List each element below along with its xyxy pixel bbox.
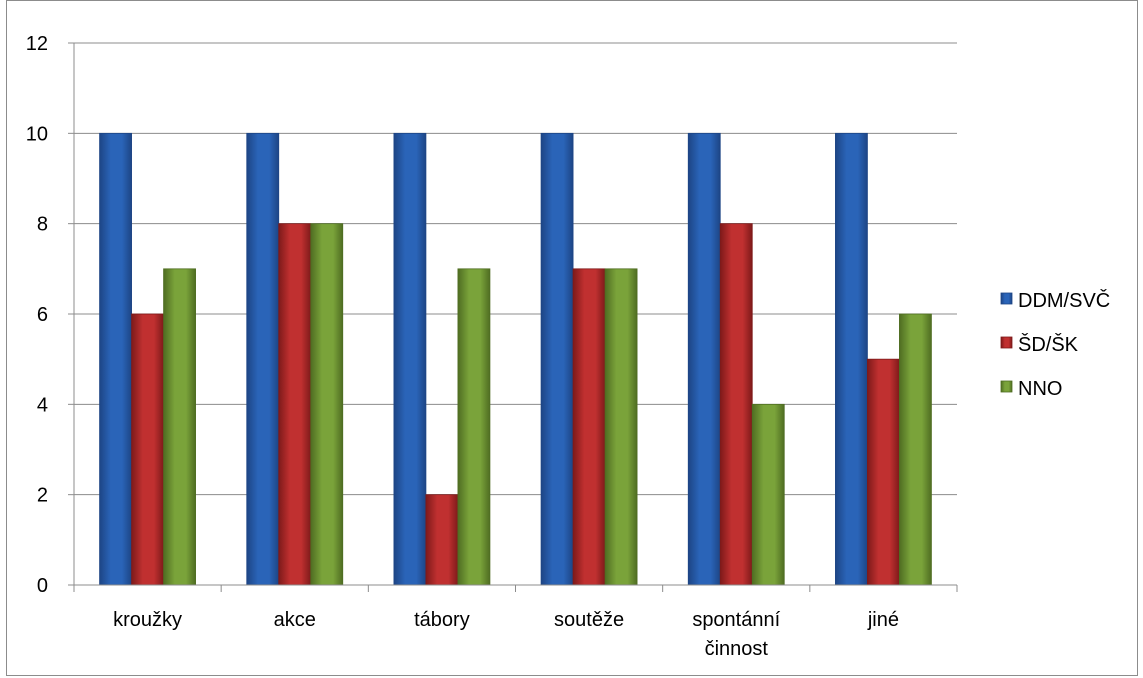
- bar-NNO-5: [899, 313, 932, 586]
- y-tick-label: 12: [26, 33, 48, 55]
- legend-swatch: [1000, 380, 1013, 393]
- category-label: činnost: [705, 638, 769, 660]
- bar-NNO-1: [310, 223, 344, 586]
- category-labels: kroužky akce tábory soutěže spontánní činnost…: [113, 609, 899, 660]
- bar-ŠD/ŠK-2: [425, 494, 459, 586]
- legend-swatch: [1000, 292, 1013, 305]
- gridlines: [74, 42, 957, 496]
- legend: DDM/SVČ ŠD/ŠK NNO: [1000, 289, 1110, 400]
- legend-label: DDM/SVČ: [1018, 289, 1110, 312]
- category-label: kroužky: [113, 609, 182, 631]
- y-tick-label: 0: [37, 575, 48, 597]
- category-label: spontánní: [692, 609, 780, 631]
- bar-ŠD/ŠK-0: [131, 313, 164, 586]
- bar-ŠD/ŠK-5: [867, 358, 900, 586]
- y-tick-label: 4: [37, 394, 48, 416]
- y-tick-label: 2: [37, 485, 48, 507]
- bar-ŠD/ŠK-1: [278, 223, 312, 586]
- y-tick-labels: 0 2 4 6 8 10 12: [26, 33, 48, 597]
- bar-NNO-0: [163, 268, 196, 586]
- legend-swatch: [1000, 336, 1013, 349]
- bar-DDM/SVČ-1: [246, 132, 280, 586]
- axes: [68, 42, 958, 592]
- bar-DDM/SVČ-4: [687, 132, 721, 586]
- bar-NNO-4: [751, 403, 785, 586]
- category-label: tábory: [414, 609, 470, 631]
- bar-DDM/SVČ-3: [540, 132, 574, 586]
- bars: [99, 132, 932, 586]
- category-label: soutěže: [554, 609, 624, 631]
- bar-DDM/SVČ-2: [393, 132, 427, 586]
- chart-frame: 0 2 4 6 8 10 12 kroužky akce tábory soutěže spontá…: [6, 0, 1138, 676]
- bar-NNO-2: [457, 268, 491, 586]
- legend-label: ŠD/ŠK: [1018, 333, 1079, 356]
- bar-DDM/SVČ-5: [835, 132, 868, 586]
- bar-chart: 0 2 4 6 8 10 12 kroužky akce tábory soutěže spontá…: [26, 33, 1110, 660]
- y-tick-label: 10: [26, 123, 48, 145]
- category-label: akce: [274, 609, 316, 631]
- y-tick-label: 6: [37, 304, 48, 326]
- legend-label: NNO: [1018, 378, 1062, 400]
- bar-DDM/SVČ-0: [99, 132, 132, 586]
- category-label: jiné: [867, 609, 899, 631]
- bar-ŠD/ŠK-4: [719, 223, 753, 586]
- bar-ŠD/ŠK-3: [572, 268, 606, 586]
- y-tick-label: 8: [37, 214, 48, 236]
- bar-NNO-3: [604, 268, 638, 586]
